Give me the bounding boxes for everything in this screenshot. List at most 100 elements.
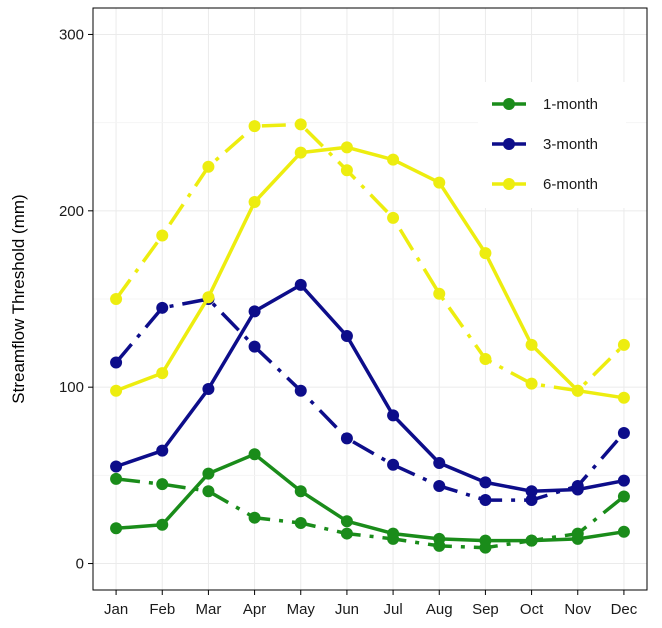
data-point — [202, 467, 215, 480]
data-point — [617, 427, 630, 440]
data-point — [340, 432, 353, 445]
x-tick-label: Apr — [243, 601, 266, 618]
data-point — [433, 287, 446, 300]
data-point — [248, 305, 261, 318]
data-point — [525, 338, 538, 351]
data-point — [110, 384, 123, 397]
y-tick-label: 300 — [59, 26, 84, 43]
y-tick-label: 100 — [59, 379, 84, 396]
data-point — [525, 377, 538, 390]
data-point — [387, 211, 400, 224]
data-point — [433, 539, 446, 552]
data-point — [294, 516, 307, 529]
data-point — [617, 490, 630, 503]
data-point — [479, 247, 492, 260]
plot-border — [92, 7, 648, 591]
data-point — [110, 460, 123, 473]
series — [110, 118, 630, 554]
x-tick-label: Aug — [426, 601, 453, 618]
data-point — [294, 146, 307, 159]
data-point — [340, 527, 353, 540]
legend-key-point — [503, 98, 515, 110]
data-point — [617, 338, 630, 351]
y-axis-title: Streamflow Threshold (mm) — [9, 194, 28, 403]
data-point — [294, 118, 307, 131]
axes: 0 100 200 300 Jan Feb Mar Apr May Jun Jul Aug Sep Oct… — [59, 26, 638, 618]
data-point — [479, 352, 492, 365]
data-point — [248, 196, 261, 208]
data-point — [110, 522, 123, 535]
data-point — [571, 384, 584, 397]
series-line — [114, 297, 626, 502]
data-point — [571, 479, 584, 492]
data-point — [433, 479, 446, 492]
data-point — [387, 409, 400, 422]
data-point — [479, 494, 492, 507]
legend-label: 1-month — [543, 96, 598, 113]
data-point — [156, 518, 169, 531]
x-tick-label: Dec — [611, 601, 638, 618]
data-point — [110, 356, 123, 369]
data-point — [248, 511, 261, 524]
data-point — [340, 141, 353, 154]
data-point — [248, 448, 261, 461]
series-3-month-solid — [110, 278, 630, 498]
data-point — [156, 229, 169, 242]
data-point — [156, 301, 169, 314]
data-point — [617, 525, 630, 538]
legend-key-point — [503, 178, 515, 190]
series-6-month-solid — [110, 141, 630, 404]
x-tick-label: Jun — [335, 601, 359, 618]
data-point — [248, 340, 261, 353]
series-line — [115, 283, 625, 493]
x-tick-label: Nov — [564, 601, 591, 618]
x-tick-label: Feb — [149, 601, 175, 618]
data-point — [294, 384, 307, 397]
data-point — [110, 293, 123, 305]
data-point — [294, 278, 307, 291]
data-point — [248, 120, 261, 133]
data-point — [156, 444, 169, 457]
data-point — [525, 534, 538, 547]
data-point — [202, 382, 215, 395]
series-line — [115, 145, 625, 400]
legend-label: 3-month — [543, 136, 598, 153]
data-point — [340, 330, 353, 343]
x-tick-label: Jan — [104, 601, 128, 618]
data-point — [525, 494, 538, 507]
data-point — [433, 457, 446, 470]
x-tick-label: Oct — [520, 601, 544, 618]
data-point — [202, 485, 215, 498]
data-point — [202, 160, 215, 173]
data-point — [387, 153, 400, 166]
legend: 1-month 3-month 6-month — [478, 82, 626, 208]
x-tick-label: May — [287, 601, 316, 618]
series-line — [114, 122, 626, 393]
x-tick-label: Mar — [195, 601, 221, 618]
data-point — [525, 485, 538, 498]
data-point — [571, 527, 584, 540]
legend-key-point — [503, 138, 515, 150]
data-point — [617, 391, 630, 404]
data-point — [387, 458, 400, 471]
data-point — [387, 532, 400, 545]
x-tick-label: Jul — [383, 601, 402, 618]
data-point — [110, 472, 123, 485]
data-point — [156, 478, 169, 491]
y-tick-label: 0 — [76, 556, 84, 573]
y-tick-label: 200 — [59, 203, 84, 220]
data-point — [340, 164, 353, 177]
data-point — [617, 474, 630, 487]
data-point — [340, 515, 353, 528]
legend-label: 6-month — [543, 176, 598, 193]
data-point — [479, 541, 492, 554]
series-6-month-dashed — [110, 118, 630, 397]
data-point — [202, 291, 215, 304]
data-point — [479, 476, 492, 489]
series-line — [115, 477, 625, 550]
data-point — [433, 176, 446, 189]
data-point — [294, 485, 307, 498]
x-tick-label: Sep — [472, 601, 499, 618]
series-1-month-dashed — [110, 472, 630, 554]
